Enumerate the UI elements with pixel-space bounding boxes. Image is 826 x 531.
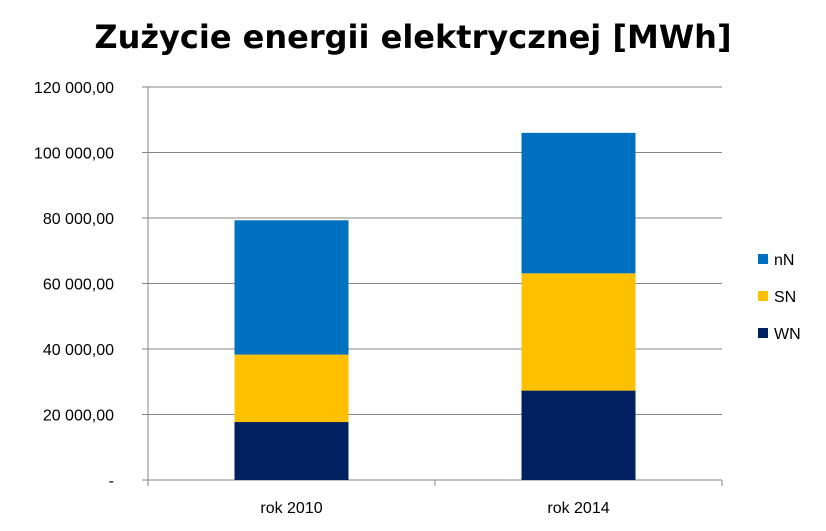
x-tick-label: rok 2014 (547, 500, 609, 517)
y-tick-label: 40 000,00 (43, 342, 114, 359)
legend-label-sn: SN (774, 289, 796, 306)
y-tick-label: - (109, 473, 114, 490)
y-tick-label: 120 000,00 (34, 80, 114, 97)
chart-title: Zużycie energii elektrycznej [MWh] (94, 18, 732, 56)
x-tick-label: rok 2010 (260, 500, 322, 517)
bar-wn-1 (234, 422, 349, 480)
y-tick-label: 60 000,00 (43, 277, 114, 294)
legend-label-nn: nN (774, 252, 794, 269)
legend-swatch-wn (758, 328, 768, 338)
bar-sn-2 (521, 273, 636, 391)
y-tick-label: 20 000,00 (43, 408, 114, 425)
legend-label-wn: WN (774, 326, 801, 343)
bar-nn-2 (521, 132, 636, 274)
y-tick-label: 80 000,00 (43, 211, 114, 228)
bar-wn-2 (521, 390, 636, 480)
bar-nn-1 (234, 220, 349, 355)
y-tick-label: 100 000,00 (34, 146, 114, 163)
legend-swatch-nn (758, 254, 768, 264)
legend-swatch-sn (758, 291, 768, 301)
bar-sn-1 (234, 354, 349, 423)
